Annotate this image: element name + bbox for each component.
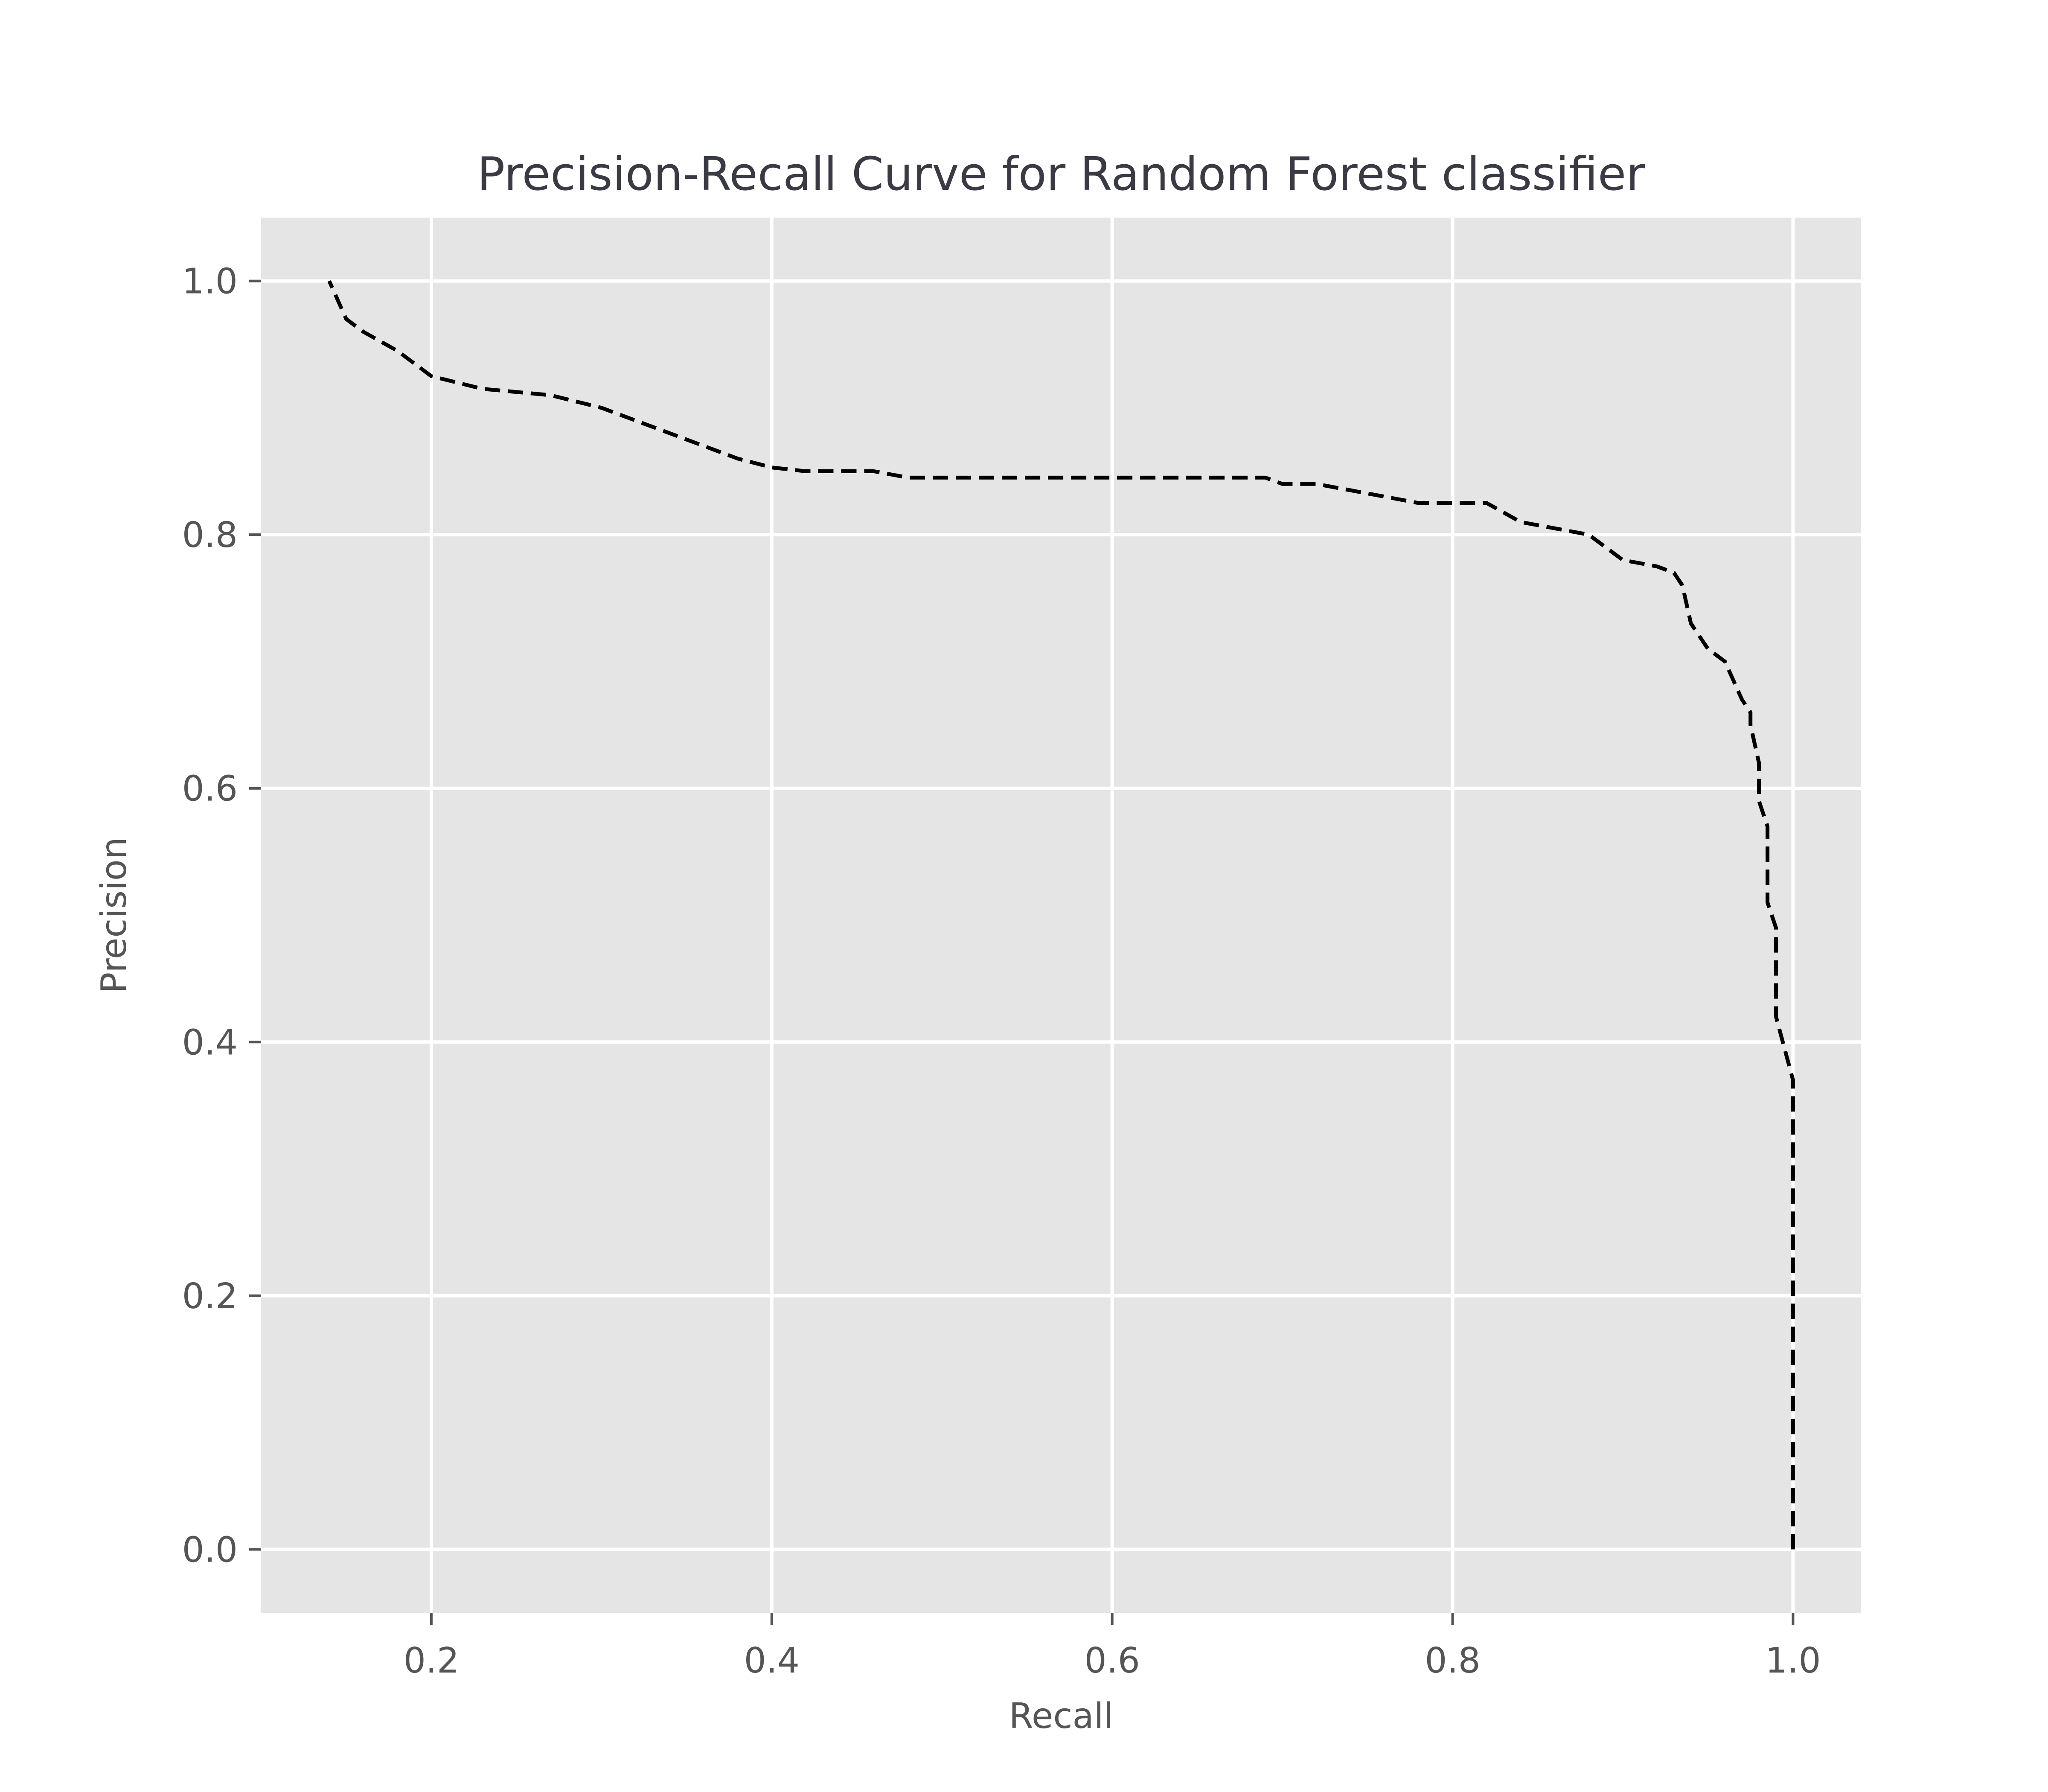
x-tick-label: 0.4 xyxy=(744,1641,800,1681)
y-tick-label: 0.8 xyxy=(182,515,238,556)
plot-background xyxy=(261,218,1861,1613)
grid-lines xyxy=(261,218,1861,1613)
y-tick-label: 0.2 xyxy=(182,1276,238,1317)
y-axis-label: Precision xyxy=(94,837,134,993)
x-tick-label: 0.8 xyxy=(1425,1641,1480,1681)
x-tick-label: 0.6 xyxy=(1084,1641,1140,1681)
chart-title: Precision-Recall Curve for Random Forest… xyxy=(477,148,1645,201)
x-tick-label: 0.2 xyxy=(404,1641,459,1681)
x-tick-label: 1.0 xyxy=(1765,1641,1821,1681)
precision-recall-line xyxy=(327,280,1795,1550)
y-tick-label: 1.0 xyxy=(182,262,238,302)
y-tick-label: 0.0 xyxy=(182,1530,238,1570)
x-axis-label: Recall xyxy=(1009,1696,1114,1737)
axis-ticks: 0.2 0.4 0.6 0.8 1.0 0.0 0.2 0.4 0.6 0.8 1.0 xyxy=(182,262,1821,1681)
y-tick-label: 0.6 xyxy=(182,769,238,809)
y-tick-label: 0.4 xyxy=(182,1022,238,1063)
series-layer xyxy=(327,280,1795,1550)
